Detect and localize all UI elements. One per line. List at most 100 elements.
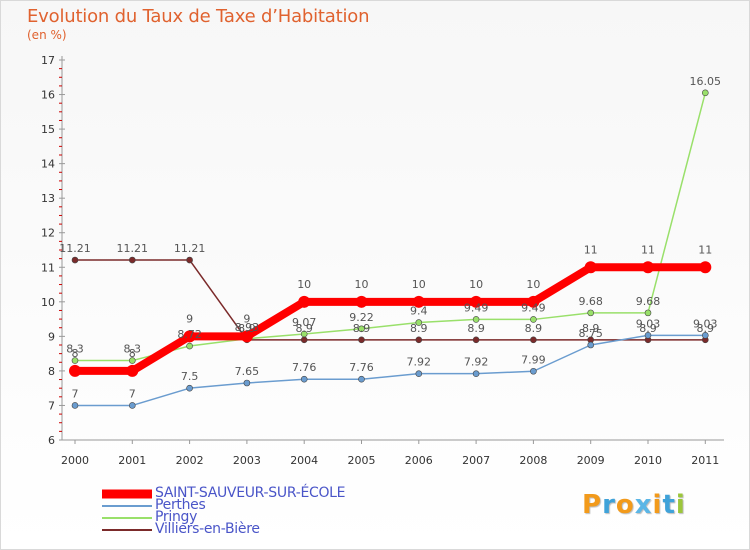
legend-swatch (102, 529, 152, 531)
legend-swatch (102, 517, 152, 519)
y-tick-label: 11 (41, 261, 55, 274)
x-tick-label: 2007 (462, 454, 490, 467)
y-tick-label: 10 (41, 296, 55, 309)
point-saint-sauveur (298, 295, 311, 308)
data-label-saint-sauveur: 11 (584, 243, 598, 256)
data-label-pringy: 9.68 (578, 295, 603, 308)
x-tick-label: 2011 (691, 454, 719, 467)
series-line-villiers (74, 259, 707, 341)
data-label-pringy: 16.05 (690, 75, 722, 88)
data-label-saint-sauveur: 9 (243, 312, 250, 325)
point-perthes (530, 367, 537, 375)
x-tick-label: 2004 (290, 454, 318, 467)
x-tick-label: 2005 (348, 454, 376, 467)
point-saint-sauveur (642, 261, 654, 274)
point-saint-sauveur (584, 261, 597, 274)
data-label-pringy: 8.93 (235, 321, 260, 334)
x-tick-label: 2003 (233, 454, 261, 467)
y-tick-label: 16 (41, 89, 55, 102)
data-label-saint-sauveur: 8 (72, 347, 79, 360)
data-label-villiers: 11.21 (174, 242, 206, 255)
data-label-perthes: 7.65 (235, 365, 260, 378)
data-label-perthes: 7.92 (407, 356, 432, 369)
y-tick-label: 9 (48, 330, 55, 343)
point-saint-sauveur (699, 261, 712, 274)
logo-letter: t (662, 490, 676, 520)
data-label-villiers: 11.21 (59, 242, 91, 255)
data-label-villiers: 8.9 (639, 322, 657, 335)
logo-letter: i (652, 490, 663, 520)
data-label-pringy: 9.4 (410, 305, 428, 318)
point-villiers (186, 256, 193, 264)
point-villiers (129, 256, 136, 264)
point-pringy (71, 357, 79, 364)
legend-label: SAINT-SAUVEUR-SUR-ÉCOLE (155, 485, 346, 501)
data-label-villiers: 8.9 (238, 322, 256, 335)
point-pringy (358, 325, 365, 333)
data-label-perthes: 8.75 (578, 327, 603, 340)
point-villiers (300, 336, 308, 344)
logo-letter: P (582, 490, 603, 520)
x-tick-label: 2010 (634, 454, 662, 467)
data-label-pringy: 9.49 (521, 301, 546, 314)
point-saint-sauveur (240, 330, 253, 343)
data-label-saint-sauveur: 9 (186, 312, 193, 325)
data-label-villiers: 8.9 (353, 322, 371, 335)
x-tick-label: 2000 (61, 454, 89, 467)
point-saint-sauveur (69, 364, 81, 377)
point-perthes (358, 375, 365, 383)
chart-subtitle: (en %) (27, 28, 67, 42)
data-label-saint-sauveur: 10 (355, 278, 369, 291)
data-label-perthes: 7.92 (464, 356, 489, 369)
point-perthes (186, 384, 193, 392)
data-label-saint-sauveur: 10 (526, 278, 540, 291)
point-villiers (71, 256, 79, 264)
data-label-pringy: 8.72 (177, 328, 202, 341)
point-saint-sauveur (527, 295, 540, 308)
chart-title: Evolution du Taux de Taxe d’Habitation (27, 6, 370, 27)
data-label-perthes: 7.99 (521, 353, 546, 366)
point-perthes (472, 370, 480, 377)
data-label-pringy: 8.3 (124, 343, 142, 356)
data-label-saint-sauveur: 10 (297, 278, 311, 291)
data-label-pringy: 8.3 (66, 343, 84, 356)
x-tick-label: 2002 (176, 454, 204, 467)
series-line-pringy (74, 92, 707, 362)
data-label-pringy: 9.68 (636, 295, 661, 308)
data-label-perthes: 9.03 (636, 317, 661, 330)
point-perthes (644, 332, 652, 339)
legend-label: Pringy (155, 509, 198, 525)
point-perthes (300, 375, 308, 383)
point-pringy (300, 330, 308, 338)
data-label-saint-sauveur: 10 (469, 278, 483, 291)
point-villiers (472, 336, 480, 344)
point-pringy (701, 89, 709, 97)
point-pringy (186, 342, 193, 350)
legend-label: Perthes (155, 497, 206, 513)
data-label-villiers: 8.9 (525, 322, 543, 335)
data-label-saint-sauveur: 11 (698, 243, 712, 256)
point-villiers (358, 336, 365, 344)
x-tick-label: 2001 (118, 454, 146, 467)
point-villiers (415, 336, 423, 344)
logo-letter: x (634, 490, 653, 520)
y-tick-label: 15 (41, 123, 55, 136)
y-tick-label: 7 (48, 399, 55, 412)
data-label-perthes: 7.5 (181, 370, 199, 383)
x-tick-label: 2008 (519, 454, 547, 467)
point-saint-sauveur (183, 330, 196, 343)
data-label-pringy: 9.22 (349, 311, 374, 324)
point-perthes (129, 402, 136, 409)
proxiti-logo: Proxiti (582, 490, 686, 520)
data-label-villiers: 8.9 (410, 322, 428, 335)
point-saint-sauveur (126, 364, 139, 377)
data-label-villiers: 8.9 (582, 322, 600, 335)
point-pringy (530, 316, 537, 323)
point-perthes (701, 332, 709, 339)
point-perthes (71, 402, 79, 409)
y-tick-label: 14 (41, 158, 55, 171)
y-tick-label: 12 (41, 227, 55, 240)
point-saint-sauveur (470, 295, 483, 308)
y-tick-label: 8 (48, 365, 55, 378)
series-line-perthes (74, 334, 707, 407)
